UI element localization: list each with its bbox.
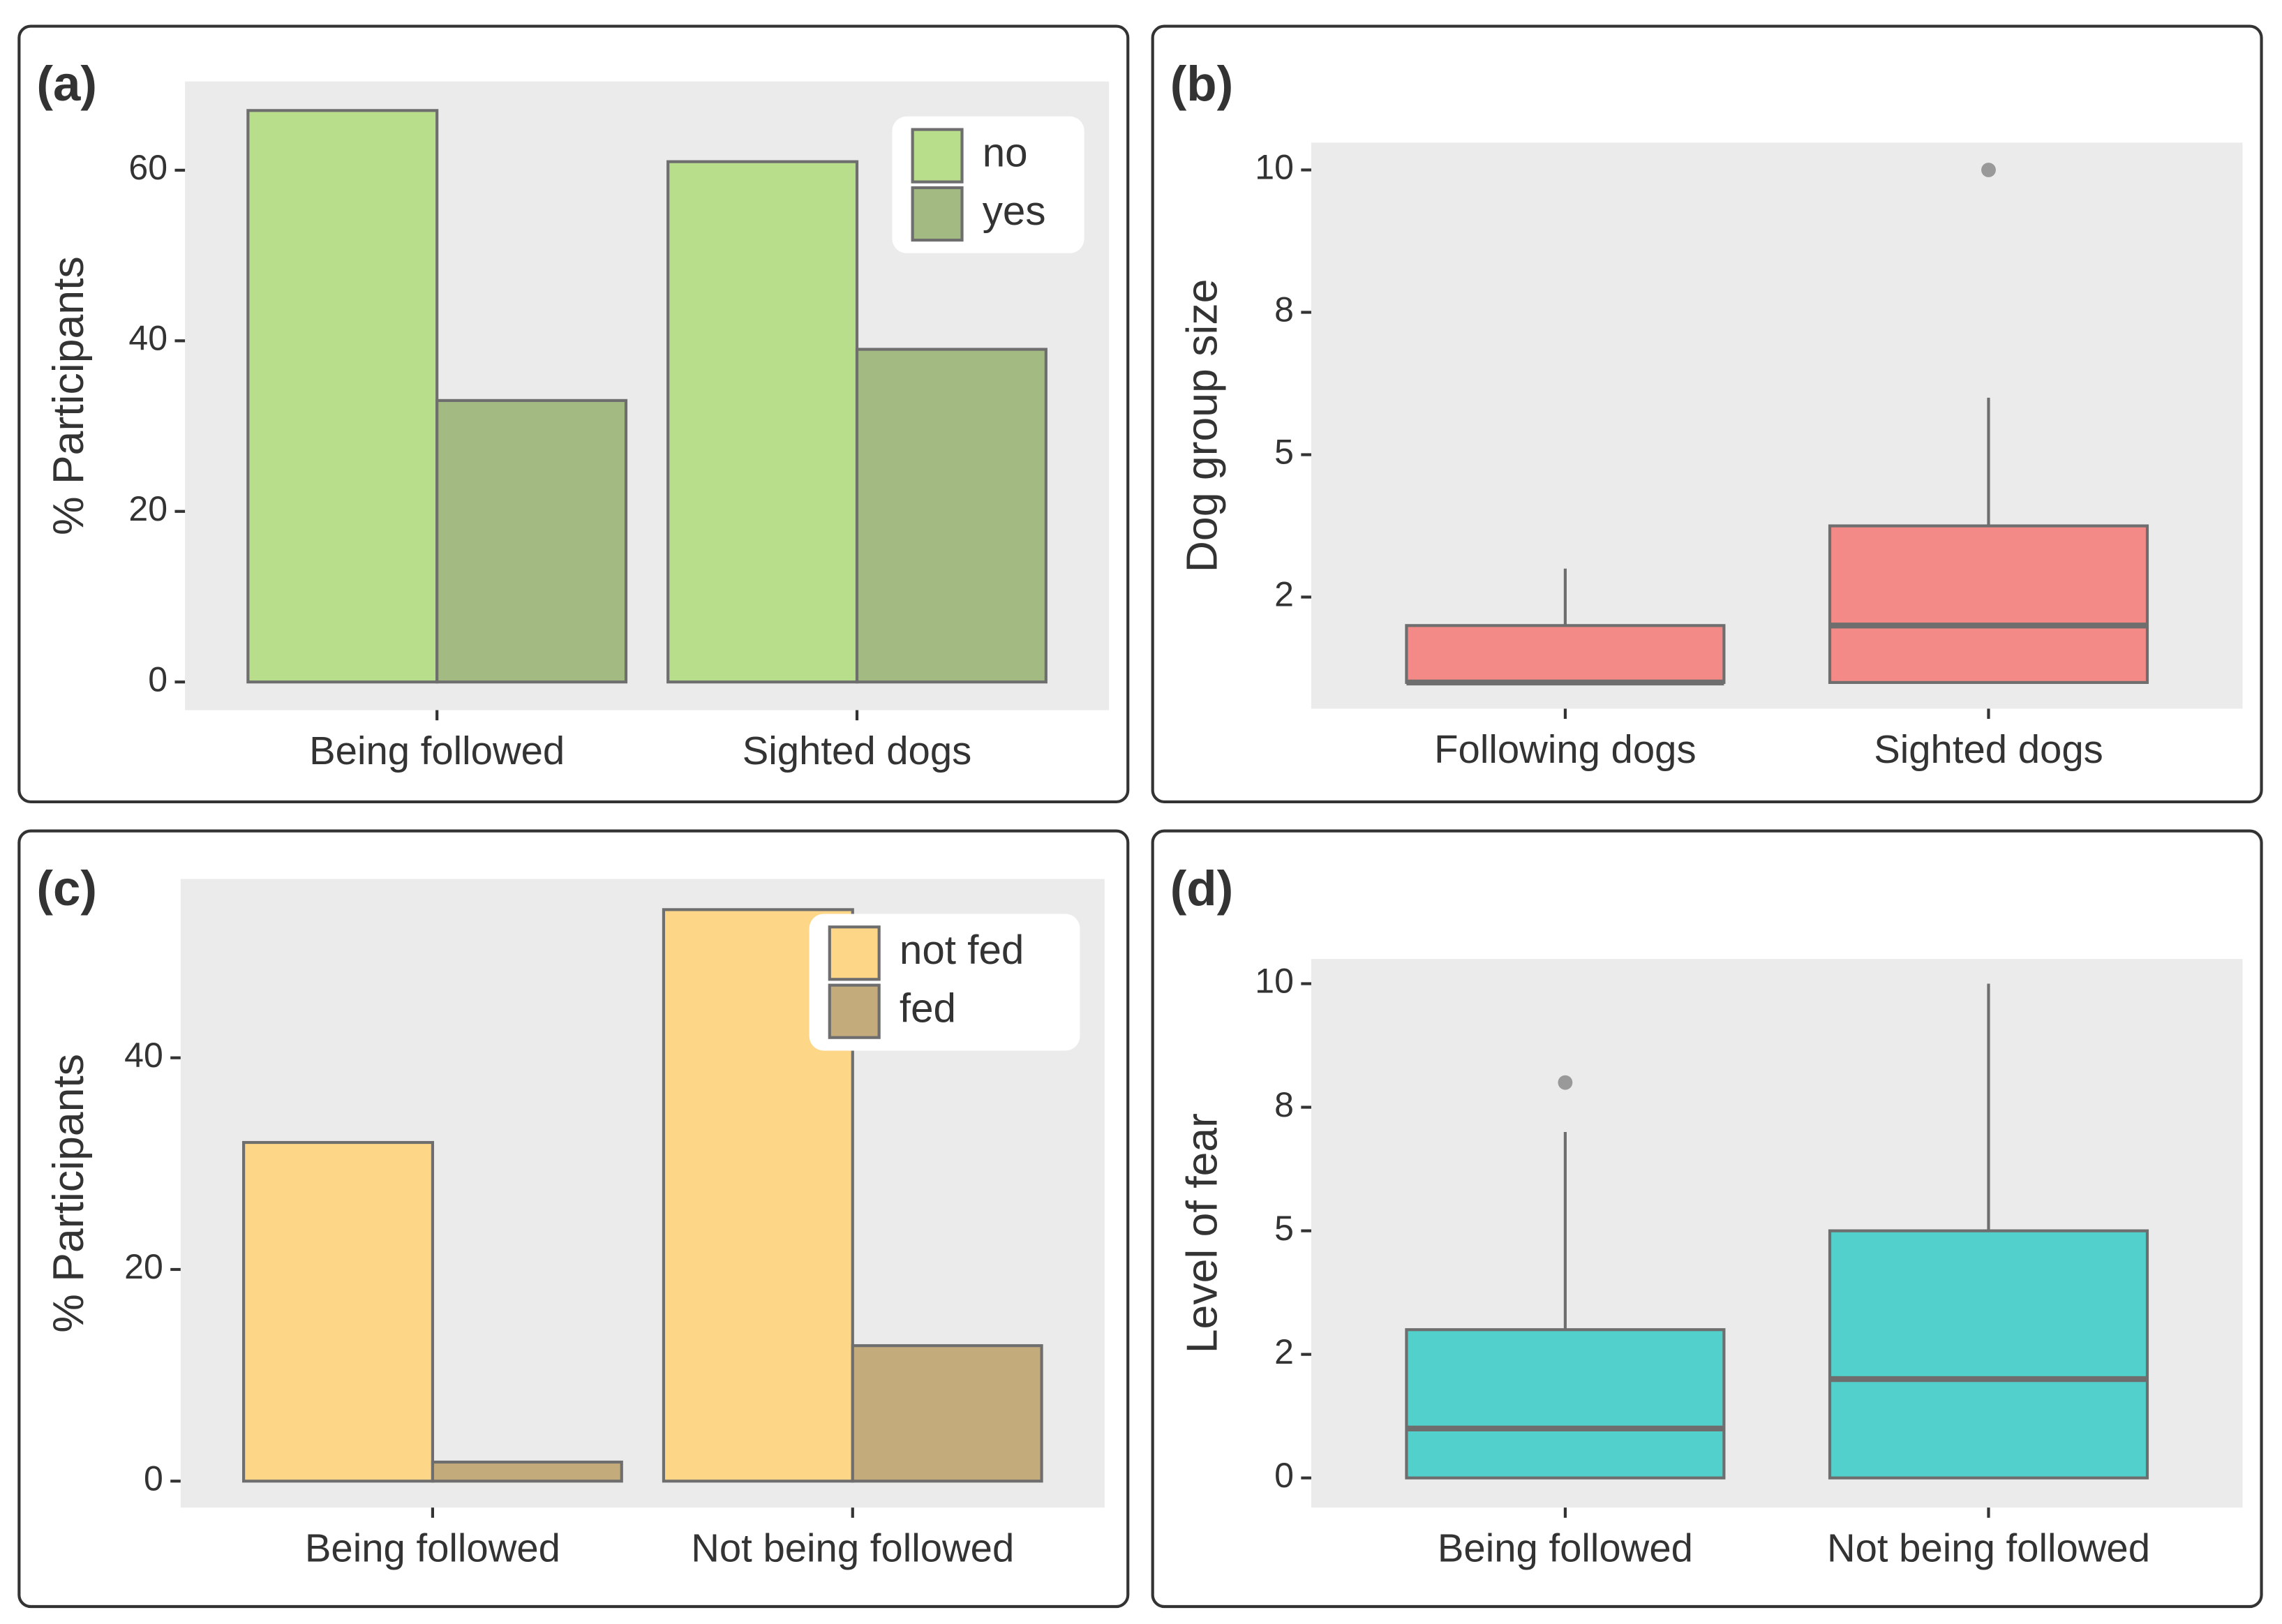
- y-tick-label: 0: [148, 660, 167, 699]
- y-tick-label: 40: [128, 319, 167, 358]
- legend-label: fed: [900, 986, 956, 1031]
- y-tick-label: 5: [1274, 433, 1294, 472]
- bar: [246, 109, 439, 684]
- x-tick-label: Sighted dogs: [1874, 727, 2103, 771]
- y-tick-label: 10: [1255, 962, 1294, 1001]
- bar: [666, 160, 859, 684]
- panel-label: (c): [36, 861, 97, 916]
- y-tick-label: 60: [128, 148, 167, 187]
- legend-key: [911, 128, 964, 184]
- legend-key: [911, 186, 964, 242]
- y-tick-label: 20: [128, 489, 167, 528]
- y-tick-label: 8: [1274, 1085, 1294, 1124]
- y-axis-label: Dog group size: [1177, 279, 1226, 573]
- panel-label: (d): [1170, 861, 1234, 916]
- x-tick-label: Not being followed: [1827, 1526, 2150, 1570]
- y-tick-label: 0: [1274, 1456, 1294, 1495]
- y-tick-label: 8: [1274, 290, 1294, 329]
- y-tick-label: 40: [124, 1036, 163, 1075]
- bar: [435, 398, 628, 684]
- y-tick-label: 20: [124, 1247, 163, 1286]
- x-tick-label: Being followed: [305, 1526, 560, 1570]
- box: [1828, 524, 2149, 685]
- box: [1405, 1328, 1726, 1480]
- x-tick-label: Being followed: [309, 729, 565, 773]
- x-tick-label: Not being followed: [691, 1526, 1014, 1570]
- bar: [851, 1344, 1043, 1483]
- x-tick-label: Being followed: [1438, 1526, 1693, 1570]
- y-axis-label: Level of fear: [1177, 1113, 1226, 1353]
- legend-label: yes: [983, 188, 1046, 234]
- panel-label: (a): [36, 57, 97, 112]
- y-axis-label: % Participants: [44, 1054, 93, 1333]
- bar: [242, 1140, 435, 1483]
- y-axis-label: % Participants: [44, 256, 93, 535]
- legend-label: no: [983, 131, 1028, 176]
- y-tick-label: 2: [1274, 575, 1294, 614]
- y-tick-label: 0: [144, 1459, 163, 1498]
- legend-key: [828, 983, 881, 1039]
- panel-label: (b): [1170, 57, 1234, 112]
- box: [1405, 624, 1726, 685]
- bar: [855, 348, 1047, 684]
- bar: [431, 1460, 623, 1483]
- y-tick-label: 2: [1274, 1332, 1294, 1371]
- outlier: [1981, 163, 1996, 177]
- legend-label: not fed: [900, 928, 1024, 973]
- legend-key: [828, 925, 881, 981]
- y-tick-label: 10: [1255, 148, 1294, 187]
- y-tick-label: 5: [1274, 1209, 1294, 1248]
- box: [1828, 1229, 2149, 1480]
- outlier: [1558, 1075, 1573, 1090]
- x-tick-label: Following dogs: [1434, 727, 1696, 771]
- x-tick-label: Sighted dogs: [743, 729, 972, 773]
